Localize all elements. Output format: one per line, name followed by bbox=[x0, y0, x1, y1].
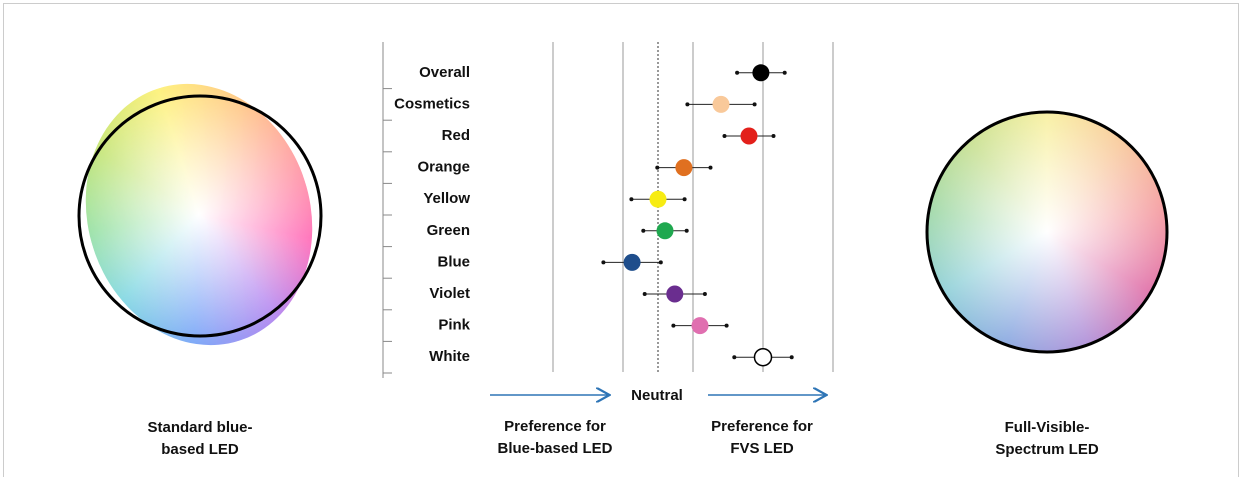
y-tick-label: Cosmetics bbox=[394, 95, 470, 112]
y-tick-label: Blue bbox=[437, 253, 470, 270]
caption: Spectrum LED bbox=[995, 441, 1099, 458]
dot bbox=[675, 159, 693, 177]
error-cap bbox=[752, 102, 757, 107]
y-tick-label: Overall bbox=[419, 64, 470, 81]
frame bbox=[3, 3, 1239, 477]
dot bbox=[740, 127, 758, 145]
direction-label: Blue-based LED bbox=[497, 440, 612, 457]
dot bbox=[691, 317, 709, 335]
error-cap bbox=[722, 134, 727, 138]
y-tick-label: Orange bbox=[417, 159, 470, 176]
y-tick-label: White bbox=[429, 348, 470, 365]
error-cap bbox=[708, 165, 713, 170]
error-cap bbox=[735, 70, 740, 75]
dot bbox=[623, 253, 641, 271]
caption: Full-Visible- bbox=[1005, 419, 1090, 436]
error-cap bbox=[771, 134, 776, 138]
neutral-label: Neutral bbox=[631, 387, 683, 404]
direction-label: FVS LED bbox=[730, 440, 794, 457]
y-tick-label: Pink bbox=[438, 317, 470, 334]
error-cap bbox=[732, 355, 737, 360]
dot bbox=[666, 285, 684, 303]
dot bbox=[752, 64, 770, 82]
y-tick-label: Yellow bbox=[423, 190, 470, 207]
error-cap bbox=[601, 260, 606, 265]
error-cap bbox=[684, 228, 689, 233]
error-cap bbox=[702, 292, 707, 296]
error-cap bbox=[782, 70, 787, 75]
error-cap bbox=[671, 323, 676, 328]
dot bbox=[753, 347, 773, 367]
caption: based LED bbox=[161, 441, 239, 458]
reference-circle bbox=[925, 110, 1169, 354]
y-tick-label: Green bbox=[427, 222, 470, 239]
dot bbox=[649, 190, 667, 208]
error-cap bbox=[629, 197, 634, 202]
reference-color-wheel bbox=[926, 113, 1168, 351]
error-cap bbox=[655, 165, 660, 170]
dot bbox=[656, 222, 674, 240]
error-cap bbox=[642, 292, 647, 296]
error-cap bbox=[685, 102, 690, 107]
error-cap bbox=[682, 197, 687, 202]
caption: Standard blue- bbox=[147, 419, 252, 436]
y-tick-label: Violet bbox=[429, 285, 470, 302]
error-cap bbox=[658, 260, 663, 265]
error-cap bbox=[724, 323, 729, 328]
direction-label: Preference for bbox=[711, 418, 813, 435]
error-cap bbox=[789, 355, 794, 360]
y-tick-label: Red bbox=[442, 127, 470, 144]
reference-circle bbox=[77, 94, 323, 338]
error-cap bbox=[641, 228, 646, 233]
direction-label: Preference for bbox=[504, 418, 606, 435]
dot bbox=[712, 95, 730, 113]
